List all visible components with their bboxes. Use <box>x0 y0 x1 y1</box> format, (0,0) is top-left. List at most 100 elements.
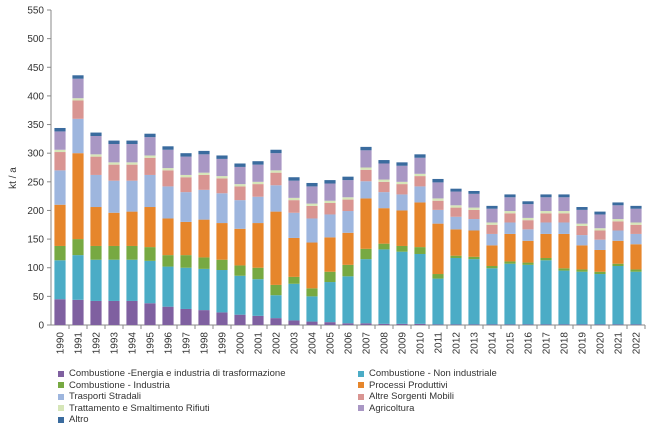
x-tick-label: 1991 <box>74 332 85 355</box>
bar-segment <box>90 207 102 246</box>
bar-segment <box>360 198 372 249</box>
bar-segment <box>486 222 498 225</box>
bar-segment <box>126 245 138 260</box>
bar-segment <box>468 190 480 194</box>
bar-segment <box>198 310 210 325</box>
bar-segment <box>126 259 138 301</box>
bar-segment <box>540 211 552 214</box>
bar-segment <box>342 264 354 277</box>
legend-label: Processi Produttivi <box>369 379 448 391</box>
bar-segment <box>396 245 408 252</box>
bar-segment <box>396 181 408 185</box>
bar-segment <box>504 233 516 262</box>
bar-segment <box>216 158 228 177</box>
bar-segment <box>90 136 102 155</box>
bar-segment <box>342 180 354 198</box>
bar-segment <box>630 269 642 272</box>
bar-segment <box>432 209 444 224</box>
x-tick-label: 1994 <box>128 332 139 355</box>
bar-segment <box>198 150 210 155</box>
bar-segment <box>108 144 120 163</box>
bar-segment <box>198 172 210 175</box>
bar-segment <box>468 209 480 220</box>
bar-segment <box>450 229 462 256</box>
x-tick-label: 2004 <box>308 332 319 355</box>
bar-segment <box>90 132 102 136</box>
bar-segment <box>576 271 588 325</box>
bar-segment <box>630 205 642 209</box>
x-tick-label: 2018 <box>560 332 571 355</box>
bar-segment <box>234 184 246 187</box>
axes: 0 50 100 150 200 250 300 350 400 450 500 550 1990 199… <box>27 6 646 355</box>
y-tick-label: 200 <box>27 206 44 217</box>
bar-segment <box>198 219 210 258</box>
bar-segment <box>486 205 498 209</box>
bar-segment <box>108 162 120 165</box>
bar-segment <box>162 266 174 307</box>
legend-item: Combustione - Industria <box>58 380 170 391</box>
bar-segment <box>522 264 534 325</box>
bar-segment <box>558 213 570 223</box>
bar-segment <box>324 271 336 283</box>
bar-segment <box>126 300 138 325</box>
bar-segment <box>126 164 138 181</box>
bar-segment <box>540 257 552 261</box>
x-tick-label: 2020 <box>596 332 607 355</box>
bar-segment <box>576 209 588 224</box>
bar-segment <box>126 162 138 165</box>
bar-segment <box>252 161 264 165</box>
bar-segment <box>108 180 120 213</box>
bar-segment <box>306 242 318 289</box>
bar-segment <box>270 153 282 171</box>
bar-segment <box>216 312 228 325</box>
y-tick-label: 450 <box>27 63 44 74</box>
bar-segment <box>90 300 102 325</box>
bar-segment <box>486 324 498 325</box>
bar-segment <box>270 318 282 325</box>
bar-segment <box>288 320 300 325</box>
y-tick-label: 500 <box>27 34 44 45</box>
legend-item: Combustione -Energia e industria di tras… <box>58 368 286 379</box>
bar-segment <box>270 185 282 212</box>
bar-segment <box>342 323 354 325</box>
bar-segment <box>72 78 84 99</box>
bar-segment <box>522 220 534 230</box>
bar-segment <box>414 173 426 177</box>
bar-segment <box>360 169 372 182</box>
bar-segment <box>576 245 588 270</box>
x-tick-label: 2010 <box>416 332 427 355</box>
x-tick-label: 1990 <box>56 332 67 355</box>
bar-segment <box>72 75 84 79</box>
bar-segment <box>594 228 606 231</box>
bar-segment <box>414 154 426 158</box>
legend-label: Trasporti Stradali <box>69 391 141 402</box>
bar-segment <box>522 201 534 205</box>
bar-segment <box>612 202 624 206</box>
bar-segment <box>234 163 246 167</box>
bar-segment <box>612 240 624 264</box>
bar-segment <box>288 177 300 181</box>
legend-item: Combustione - Non industriale <box>358 368 497 379</box>
bar-segment <box>576 207 588 210</box>
bar-segment <box>540 233 552 258</box>
legend-item: Altre Sorgenti Mobili <box>358 391 454 402</box>
bar-segment <box>540 260 552 325</box>
bar-segment <box>396 210 408 246</box>
bar-segment <box>468 256 480 260</box>
bar-segment <box>252 315 264 325</box>
bar-segment <box>108 245 120 260</box>
bar-segment <box>144 207 156 248</box>
bar-segment <box>324 200 336 204</box>
legend-label: Altre Sorgenti Mobili <box>369 391 455 402</box>
bar-segment <box>558 197 570 212</box>
bar-segment <box>540 213 552 223</box>
bar-segment <box>108 140 120 145</box>
x-tick-label: 2021 <box>614 332 625 355</box>
bar-segment <box>414 323 426 325</box>
bar-segment <box>252 184 264 197</box>
legend-item: Processi Produttivi <box>358 380 448 391</box>
bar-segment <box>468 324 480 325</box>
bar-segment <box>450 324 462 325</box>
bar-segment <box>360 259 372 324</box>
